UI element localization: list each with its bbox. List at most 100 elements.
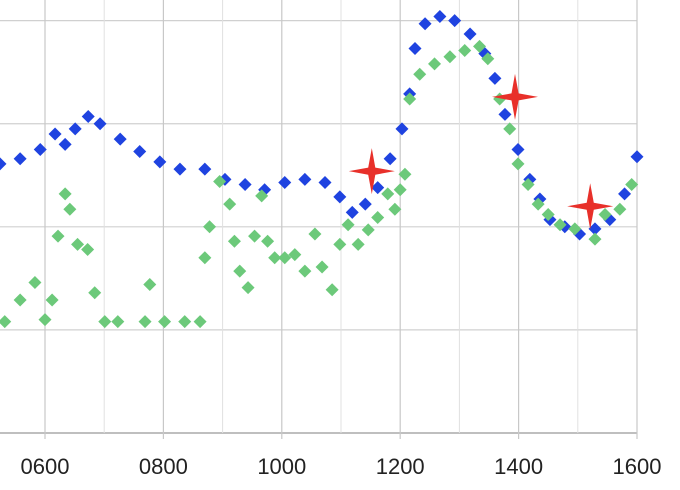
point	[433, 9, 447, 23]
point	[403, 92, 417, 106]
point	[255, 189, 269, 203]
point	[248, 229, 262, 243]
point	[71, 237, 85, 251]
point	[458, 44, 472, 58]
point	[541, 207, 555, 221]
x-axis: 0600 0800 1000 1200 1400 1600	[21, 454, 662, 479]
point	[33, 142, 47, 156]
point	[288, 248, 302, 262]
point	[13, 293, 27, 307]
point	[298, 264, 312, 278]
point	[325, 283, 339, 297]
x-tick-label: 0800	[139, 454, 188, 479]
point	[268, 251, 282, 265]
point	[395, 122, 409, 136]
point	[88, 286, 102, 300]
point	[45, 293, 59, 307]
point	[473, 39, 487, 53]
point	[138, 315, 152, 329]
point	[51, 229, 65, 243]
point	[503, 122, 517, 136]
point	[28, 275, 42, 289]
point	[111, 315, 125, 329]
star-marker	[492, 73, 538, 120]
grid	[0, 0, 638, 439]
point	[223, 197, 237, 211]
point	[488, 71, 502, 85]
point	[143, 278, 157, 292]
point	[371, 211, 385, 225]
point	[278, 175, 292, 189]
plot-area	[0, 9, 644, 329]
point	[521, 178, 535, 192]
point	[511, 142, 525, 156]
point	[630, 150, 644, 164]
point	[381, 187, 395, 201]
point	[58, 187, 72, 201]
point	[333, 190, 347, 204]
point	[308, 227, 322, 241]
point	[448, 14, 462, 28]
x-tick-label: 1200	[376, 454, 425, 479]
point	[618, 187, 632, 201]
point	[198, 251, 212, 265]
x-tick-label: 0600	[21, 454, 70, 479]
point	[531, 197, 545, 211]
point	[233, 264, 247, 278]
point	[588, 222, 602, 236]
point	[178, 315, 192, 329]
point	[318, 175, 332, 189]
point	[333, 237, 347, 251]
point	[193, 315, 207, 329]
point	[428, 57, 442, 71]
point	[511, 157, 525, 171]
point	[341, 218, 355, 232]
point	[383, 152, 397, 166]
point	[58, 137, 72, 151]
point	[498, 107, 512, 121]
point	[413, 67, 427, 81]
point	[463, 27, 477, 41]
point	[361, 223, 375, 237]
point	[315, 260, 329, 274]
x-tick-label: 1600	[613, 454, 662, 479]
point	[68, 122, 82, 136]
point	[625, 178, 639, 192]
point	[388, 202, 402, 216]
point	[153, 155, 167, 169]
point	[443, 50, 457, 64]
point	[553, 218, 567, 232]
x-tick-label: 1400	[494, 454, 543, 479]
x-tick-label: 1000	[257, 454, 306, 479]
point	[588, 232, 602, 246]
point	[261, 234, 275, 248]
point	[408, 41, 422, 55]
point	[371, 181, 385, 195]
point	[93, 117, 107, 131]
point	[63, 202, 77, 216]
point	[598, 207, 612, 221]
point	[298, 172, 312, 186]
point	[613, 202, 627, 216]
point	[278, 251, 292, 265]
point	[13, 152, 27, 166]
point	[393, 183, 407, 197]
point	[158, 315, 172, 329]
point	[38, 313, 52, 327]
point	[0, 157, 7, 171]
point	[0, 315, 12, 329]
point	[358, 197, 372, 211]
point	[238, 178, 252, 192]
point	[173, 162, 187, 176]
point	[203, 220, 217, 234]
point	[213, 174, 227, 188]
point	[398, 167, 412, 181]
point	[48, 127, 62, 141]
point	[81, 242, 95, 256]
point	[133, 145, 147, 159]
point	[568, 222, 582, 236]
point	[351, 237, 365, 251]
point	[481, 52, 495, 66]
point	[227, 234, 241, 248]
